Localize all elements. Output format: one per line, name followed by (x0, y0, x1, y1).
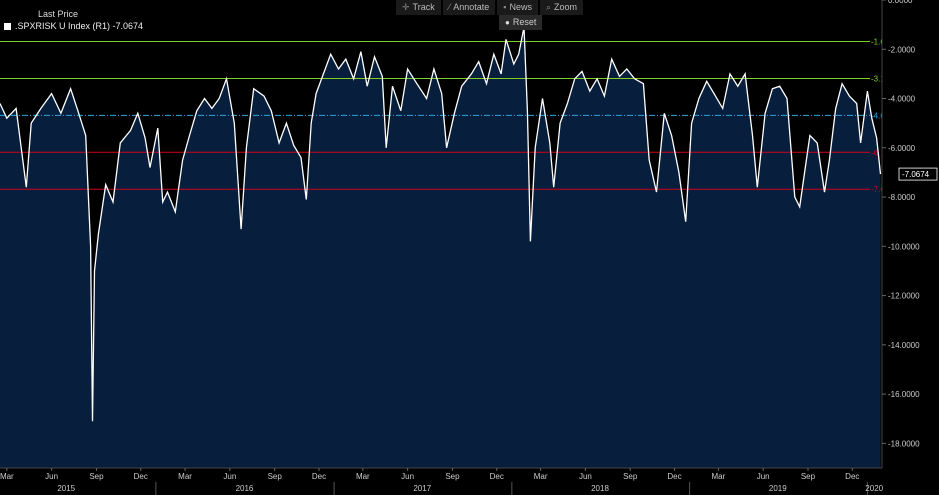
x-tick-label-12: Mar (534, 472, 548, 481)
x-tick-label-17: Jun (757, 472, 770, 481)
y-tick-label-8: -16.0000 (888, 390, 920, 399)
x-tick-label-11: Dec (490, 472, 504, 481)
legend-series-label: .SPXRISK U Index (R1) -7.0674 (15, 21, 144, 31)
series-line (0, 26, 882, 422)
x-tick-label-1: Jun (45, 472, 58, 481)
x-tick-label-0: Mar (0, 472, 14, 481)
x-tick-label-3: Dec (134, 472, 148, 481)
track-button-label: Track (412, 2, 435, 12)
last-value-box (898, 167, 938, 181)
x-year-label-3: 2018 (591, 484, 609, 493)
x-tick-label-13: Jun (579, 472, 592, 481)
y-tick-label-2: -4.0000 (888, 95, 916, 104)
series-area-fill (0, 27, 881, 468)
x-year-label-1: 2016 (236, 484, 254, 493)
crosshair-icon: ✛ (402, 2, 410, 12)
x-tick-label-5: Jun (223, 472, 236, 481)
y-tick-label-0: 0.0000 (888, 0, 913, 5)
x-tick-label-2: Sep (89, 472, 104, 481)
news-icon: ▪ (503, 2, 507, 12)
x-tick-label-7: Dec (312, 472, 326, 481)
x-tick-label-10: Sep (445, 472, 460, 481)
x-year-label-0: 2015 (57, 484, 75, 493)
legend-entry: .SPXRISK U Index (R1) -7.0674 (4, 20, 143, 32)
chart-toolbar: ✛ Track ⁄ Annotate ▪ News ⌕ Zoom (396, 0, 584, 15)
x-tick-label-8: Mar (356, 472, 370, 481)
legend: Last Price .SPXRISK U Index (R1) -7.0674 (4, 8, 143, 32)
x-year-label-5: 2020 (865, 484, 883, 493)
x-tick-label-14: Sep (623, 472, 638, 481)
legend-title: Last Price (38, 9, 79, 19)
reset-button-label: Reset (512, 17, 537, 27)
annotate-button[interactable]: ⁄ Annotate (442, 0, 496, 15)
x-tick-label-19: Dec (845, 472, 859, 481)
zoom-button-label: Zoom (554, 2, 578, 12)
y-tick-label-4: -8.0000 (888, 193, 916, 202)
news-button-label: News (509, 2, 532, 12)
y-tick-label-6: -12.0000 (888, 292, 920, 301)
x-year-label-4: 2019 (769, 484, 787, 493)
last-value-label: -7.0674 (902, 170, 930, 179)
y-axis-panel (882, 0, 939, 468)
x-axis: Mar Jun Sep Dec Mar Jun Sep Dec Mar Jun Sep Dec Mar J… (0, 467, 939, 495)
track-button[interactable]: ✛ Track (396, 0, 441, 15)
magnifier-icon: ⌕ (545, 2, 552, 12)
reset-icon: ● (505, 18, 510, 27)
y-axis: 0.0000 -2.0000 -4.0000 -6.0000 -8.0000 -10.00… (881, 0, 939, 468)
pencil-icon: ⁄ (448, 2, 451, 12)
x-axis-panel (0, 468, 939, 495)
news-button[interactable]: ▪ News (497, 0, 538, 15)
x-year-label-2: 2017 (413, 484, 431, 493)
x-tick-label-15: Dec (667, 472, 681, 481)
y-tick-label-5: -10.0000 (888, 242, 920, 251)
zoom-button[interactable]: ⌕ Zoom (539, 0, 584, 15)
annotate-button-label: Annotate (453, 2, 490, 12)
legend-swatch (4, 22, 11, 30)
x-tick-label-16: Mar (711, 472, 725, 481)
x-tick-label-6: Sep (268, 472, 283, 481)
y-tick-label-1: -2.0000 (888, 45, 916, 54)
last-value-marker: -7.0674 (898, 167, 938, 181)
x-tick-label-9: Jun (401, 472, 414, 481)
x-tick-label-4: Mar (178, 472, 192, 481)
y-tick-label-3: -6.0000 (888, 144, 916, 153)
y-tick-label-9: -18.0000 (888, 439, 920, 448)
reset-button[interactable]: ● Reset (499, 15, 543, 30)
y-tick-label-7: -14.0000 (888, 341, 920, 350)
x-tick-label-18: Sep (801, 472, 816, 481)
